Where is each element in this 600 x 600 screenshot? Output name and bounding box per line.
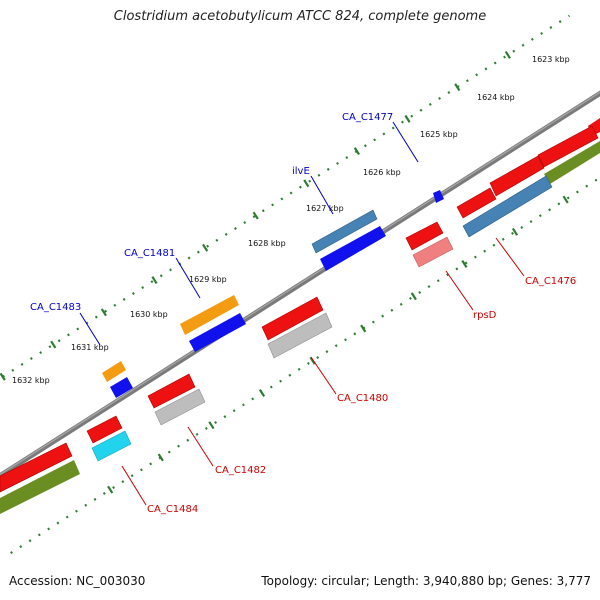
leader-CA_C1480 — [310, 356, 337, 395]
leader-ilvE — [310, 175, 334, 215]
major-tick — [0, 372, 6, 381]
gene-CA_C1484[interactable] — [91, 430, 132, 462]
map-title: Clostridium acetobutylicum ATCC 824, com… — [113, 9, 487, 24]
gene-CA_C1476-olive[interactable] — [544, 141, 600, 184]
label-CA_C1477[interactable]: CA_C1477 — [342, 112, 393, 123]
major-tick — [50, 340, 57, 349]
tick-label-1629: 1629 kbp — [189, 275, 227, 284]
reverse-major-ticks — [107, 195, 569, 494]
gene-rpsD-red[interactable] — [405, 221, 444, 251]
major-tick — [202, 243, 209, 252]
major-tick — [252, 211, 259, 220]
gene-red-3[interactable] — [489, 155, 545, 197]
major-tick — [454, 83, 461, 92]
major-tick — [410, 292, 417, 301]
gene-CA_C1480-red[interactable] — [261, 296, 324, 341]
tick-label-1632: 1632 kbp — [12, 376, 50, 385]
major-tick — [562, 195, 569, 204]
tick-labels: 1623 kbp 1624 kbp 1625 kbp 1626 kbp 1627… — [12, 55, 570, 385]
gene-olive-left[interactable] — [0, 460, 80, 514]
tick-label-1626: 1626 kbp — [363, 168, 401, 177]
gene-CA_C1483[interactable] — [110, 377, 133, 398]
genome-backbone-highlight — [0, 83, 600, 493]
major-ticks — [0, 50, 511, 381]
topology-text: Topology: circular; Length: 3,940,880 bp… — [261, 574, 591, 588]
gene-ilvE[interactable] — [320, 226, 386, 271]
tick-label-1631: 1631 kbp — [71, 343, 109, 352]
leader-rpsD — [445, 270, 474, 311]
gene-rpsD[interactable] — [412, 236, 454, 268]
gene-CA_C1481-orange[interactable] — [180, 295, 239, 335]
major-tick — [511, 227, 519, 236]
label-CA_C1480[interactable]: CA_C1480 — [337, 393, 388, 404]
gene-CA_C1481[interactable] — [189, 313, 246, 352]
label-leaders — [79, 121, 525, 506]
gene-red-2[interactable] — [537, 125, 599, 168]
genome-backbone — [0, 82, 600, 496]
leader-CA_C1476 — [495, 237, 525, 277]
tick-label-1630: 1630 kbp — [130, 310, 168, 319]
forward-genes — [102, 190, 444, 398]
gene-CA_C1483-orange[interactable] — [102, 361, 126, 382]
label-CA_C1481[interactable]: CA_C1481 — [124, 248, 175, 259]
major-tick — [309, 356, 316, 365]
gene-red-4[interactable] — [456, 187, 497, 219]
major-tick — [303, 179, 310, 188]
label-ilvE[interactable]: ilvE — [292, 166, 310, 177]
gene-CA_C1484-red[interactable] — [86, 415, 123, 444]
tick-label-1624: 1624 kbp — [477, 93, 515, 102]
gene-labels: CA_C1477 ilvE CA_C1481 CA_C1483 CA_C1476… — [30, 112, 576, 515]
tick-label-1627: 1627 kbp — [306, 204, 344, 213]
gene-CA_C1480[interactable] — [267, 312, 333, 359]
leader-CA_C1481 — [175, 257, 201, 299]
gene-red-left[interactable] — [0, 442, 73, 493]
major-tick — [157, 453, 164, 462]
leader-CA_C1484 — [121, 465, 147, 506]
leader-CA_C1483 — [79, 312, 101, 346]
leader-CA_C1477 — [392, 121, 419, 163]
major-tick — [208, 421, 215, 430]
accession-text: Accession: NC_003030 — [9, 574, 146, 588]
major-tick — [100, 308, 107, 317]
major-tick — [504, 50, 511, 59]
major-tick — [461, 260, 468, 268]
major-tick — [353, 147, 360, 156]
leader-CA_C1482 — [187, 426, 214, 467]
label-CA_C1482[interactable]: CA_C1482 — [215, 465, 266, 476]
gene-ilvE-steel[interactable] — [311, 209, 378, 254]
tick-label-1625: 1625 kbp — [420, 130, 458, 139]
major-tick — [258, 389, 266, 397]
label-CA_C1484[interactable]: CA_C1484 — [147, 504, 198, 515]
gene-CA_C1482[interactable] — [154, 388, 206, 426]
major-tick — [151, 276, 158, 285]
gene-CA_C1476[interactable] — [462, 175, 553, 238]
tick-label-1628: 1628 kbp — [248, 239, 286, 248]
reverse-genes — [0, 118, 600, 514]
label-CA_C1483[interactable]: CA_C1483 — [30, 302, 81, 313]
gene-CA_C1477[interactable] — [433, 190, 444, 203]
major-tick — [360, 324, 367, 333]
label-rpsD[interactable]: rpsD — [473, 310, 497, 321]
tick-label-1623: 1623 kbp — [532, 55, 570, 64]
major-tick — [107, 485, 114, 494]
gene-CA_C1482-red[interactable] — [147, 373, 196, 409]
label-CA_C1476[interactable]: CA_C1476 — [525, 276, 576, 287]
major-tick — [404, 114, 411, 123]
